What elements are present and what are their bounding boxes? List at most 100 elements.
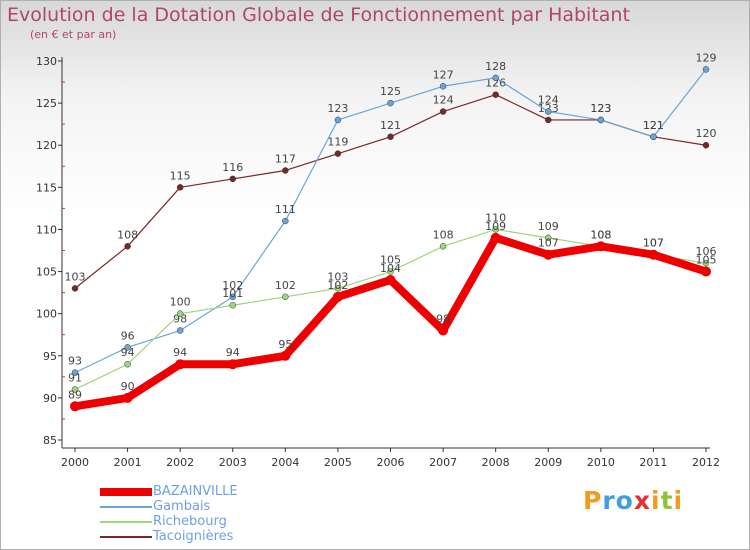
point-bazainville-2011 <box>648 249 659 260</box>
data-label-tacoignieres-2010: 123 <box>590 102 611 115</box>
data-label-tacoignieres-2004: 117 <box>275 152 296 165</box>
x-tick-label-2011: 2011 <box>639 456 667 469</box>
data-label-richebourg-2002: 100 <box>170 296 191 309</box>
data-label-richebourg-2005: 103 <box>327 270 348 283</box>
data-label-gambais-2002: 98 <box>173 313 187 326</box>
data-label-gambais-2003: 102 <box>222 279 243 292</box>
data-label-gambais-2007: 127 <box>433 68 454 81</box>
data-label-gambais-2005: 123 <box>327 102 348 115</box>
point-tacoignieres-2004 <box>282 167 289 174</box>
data-label-richebourg-2009: 109 <box>538 220 559 233</box>
point-gambais-2002 <box>176 327 184 334</box>
chart-subtitle: (en € et par an) <box>30 28 117 41</box>
y-tick-label-100: 100 <box>36 308 57 321</box>
logo-letter: x <box>633 486 651 515</box>
y-tick-label-120: 120 <box>36 139 57 152</box>
data-label-bazainville-2001: 90 <box>121 380 135 393</box>
point-bazainville-2005 <box>332 291 343 302</box>
point-gambais-2004 <box>282 217 289 225</box>
point-richebourg-2000 <box>71 386 79 393</box>
data-label-gambais-2000: 93 <box>68 355 82 368</box>
logo-letter: r <box>602 486 616 515</box>
data-label-tacoignieres-2011: 121 <box>643 119 664 132</box>
point-bazainville-2010 <box>595 241 606 252</box>
point-bazainville-2007 <box>438 325 449 336</box>
x-tick-label-2009: 2009 <box>534 456 562 469</box>
point-richebourg-2005 <box>334 285 342 292</box>
point-bazainville-2008 <box>490 232 501 243</box>
data-label-richebourg-2008: 110 <box>485 211 506 224</box>
data-label-richebourg-2006: 105 <box>380 254 401 267</box>
data-label-richebourg-2000: 91 <box>68 371 82 384</box>
point-bazainville-2006 <box>385 274 396 285</box>
point-richebourg-2008 <box>492 226 499 233</box>
data-label-gambais-2012: 129 <box>696 51 717 64</box>
y-tick-label-130: 130 <box>36 55 57 68</box>
x-tick-label-2010: 2010 <box>587 456 615 469</box>
point-tacoignieres-2005 <box>334 150 342 157</box>
data-label-bazainville-2000: 89 <box>68 388 82 401</box>
data-label-richebourg-2010: 108 <box>590 228 611 241</box>
point-richebourg-2006 <box>387 268 394 275</box>
point-gambais-2010 <box>597 116 605 124</box>
point-gambais-2003 <box>229 293 236 301</box>
legend-swatch-richebourg <box>100 521 152 523</box>
point-bazainville-2002 <box>175 359 186 370</box>
logo-letter: i <box>673 486 684 515</box>
x-tick-label-2002: 2002 <box>166 456 194 469</box>
point-bazainville-2001 <box>122 392 133 403</box>
point-richebourg-2007 <box>439 243 447 250</box>
data-label-richebourg-2012: 106 <box>696 245 717 258</box>
point-richebourg-2002 <box>176 310 184 317</box>
point-gambais-2008 <box>492 74 499 82</box>
data-label-gambais-2010: 123 <box>590 102 611 115</box>
legend-swatch-gambais <box>100 506 152 508</box>
data-label-richebourg-2003: 101 <box>222 287 243 300</box>
data-label-richebourg-2001: 94 <box>121 346 135 359</box>
point-richebourg-2012 <box>702 259 710 267</box>
point-gambais-2001 <box>124 344 131 351</box>
data-label-bazainville-2007: 98 <box>436 313 450 326</box>
data-label-richebourg-2007: 108 <box>433 228 454 241</box>
legend-label-bazainville: BAZAINVILLE <box>153 484 238 499</box>
y-tick-label-115: 115 <box>36 181 57 194</box>
point-gambais-2006 <box>387 99 394 107</box>
x-tick-label-2008: 2008 <box>482 456 510 469</box>
data-label-gambais-2008: 128 <box>485 60 506 73</box>
point-gambais-2000 <box>71 369 79 376</box>
logo-letter: i <box>651 486 661 515</box>
point-richebourg-2001 <box>124 360 131 368</box>
point-gambais-2007 <box>439 83 447 90</box>
data-label-gambais-2011: 121 <box>643 119 664 132</box>
x-tick-label-2004: 2004 <box>271 456 299 469</box>
data-label-tacoignieres-2007: 124 <box>433 94 454 107</box>
data-label-gambais-2004: 111 <box>275 203 296 216</box>
point-bazainville-2009 <box>543 249 554 260</box>
chart-title: Evolution de la Dotation Globale de Fonc… <box>7 4 630 26</box>
point-richebourg-2003 <box>229 301 236 309</box>
data-label-gambais-2009: 124 <box>538 94 559 107</box>
point-gambais-2009 <box>545 108 552 115</box>
point-tacoignieres-2002 <box>176 184 184 191</box>
logo-letter: t <box>660 486 674 515</box>
point-bazainville-2003 <box>227 359 238 370</box>
data-label-bazainville-2005: 102 <box>327 279 348 292</box>
legend-label-richebourg: Richebourg <box>153 514 227 529</box>
logo-letter: o <box>615 486 634 515</box>
data-label-bazainville-2009: 107 <box>538 237 559 250</box>
point-tacoignieres-2007 <box>439 108 447 115</box>
legend-label-gambais: Gambais <box>153 499 211 514</box>
data-label-richebourg-2011: 107 <box>643 237 664 250</box>
legend-swatch-bazainville <box>100 488 152 496</box>
point-richebourg-2004 <box>282 293 289 301</box>
data-label-bazainville-2008: 109 <box>485 220 506 233</box>
point-bazainville-2004 <box>280 350 291 361</box>
data-label-tacoignieres-2012: 120 <box>696 127 717 140</box>
data-label-tacoignieres-2001: 108 <box>117 228 138 241</box>
point-tacoignieres-2003 <box>229 175 236 183</box>
proxiti-logo: Proxiti <box>583 486 683 515</box>
data-label-bazainville-2011: 107 <box>643 237 664 250</box>
x-tick-label-2003: 2003 <box>219 456 247 469</box>
